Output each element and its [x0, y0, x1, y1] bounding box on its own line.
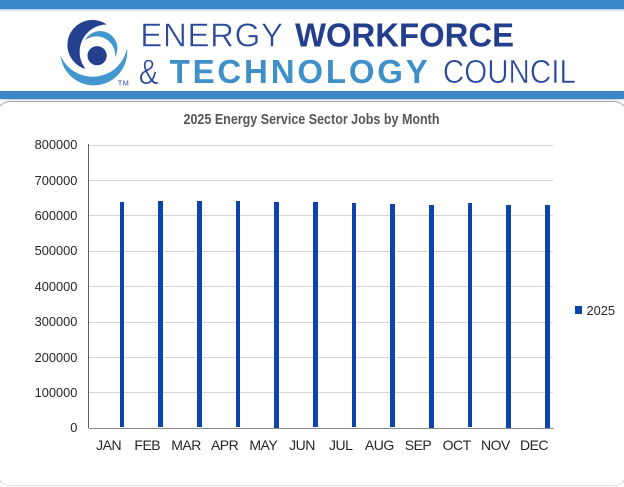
svg-text:COUNCIL: COUNCIL [443, 53, 576, 90]
svg-text:TM: TM [118, 78, 129, 87]
svg-text:&: & [139, 53, 159, 92]
svg-text:WORKFORCE: WORKFORCE [295, 16, 514, 53]
svg-text:ENERGY: ENERGY [140, 16, 283, 53]
svg-text:2025 Energy Service Sector Job: 2025 Energy Service Sector Jobs by Month [184, 111, 440, 128]
svg-text:TECHNOLOGY: TECHNOLOGY [170, 53, 428, 90]
